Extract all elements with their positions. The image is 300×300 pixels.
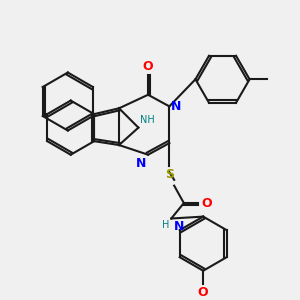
Text: H: H [162,220,169,230]
Text: N: N [136,157,146,169]
Text: N: N [171,100,182,113]
Text: S: S [165,168,174,181]
Text: O: O [198,286,208,299]
Text: NH: NH [140,115,155,125]
Text: O: O [201,196,212,210]
Text: N: N [174,220,184,233]
Text: O: O [143,61,153,74]
